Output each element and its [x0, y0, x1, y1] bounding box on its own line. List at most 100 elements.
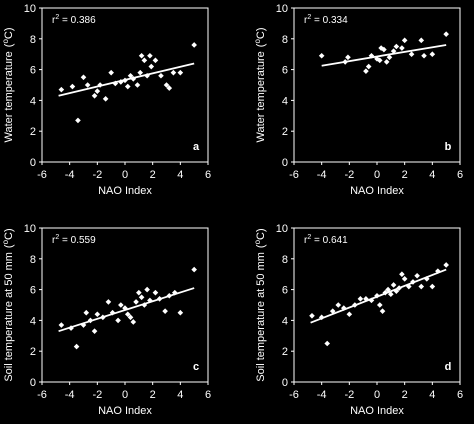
x-tick-label: -4	[317, 169, 327, 181]
data-point	[418, 283, 425, 290]
data-point	[443, 262, 449, 268]
data-point	[401, 276, 408, 282]
data-point	[401, 37, 408, 44]
data-point	[386, 54, 393, 61]
data-point	[363, 296, 369, 302]
x-tick-label: -2	[92, 169, 102, 181]
panel-letter: c	[193, 361, 199, 373]
x-tick-label: -4	[65, 389, 75, 401]
r2-value: = 0.641	[311, 235, 348, 246]
data-point	[378, 45, 384, 51]
x-tick-label: 0	[122, 169, 128, 181]
y-tick-label: 0	[282, 377, 288, 389]
y-axis-title-text: Soil temperature at 50 mm	[255, 252, 267, 382]
data-point	[388, 291, 394, 298]
r2-superscript: 2	[307, 14, 311, 21]
x-tick-label: 2	[402, 169, 408, 181]
plot-frame	[41, 227, 209, 383]
data-point	[156, 296, 163, 302]
r2-value: = 0.334	[311, 15, 348, 26]
data-point	[91, 328, 98, 334]
data-point	[58, 322, 65, 328]
y-axis-title: Water temperature (oC)	[253, 27, 267, 142]
y-axis-unit-close: C)	[255, 27, 267, 39]
data-point	[152, 57, 159, 64]
r2-symbol: r	[52, 235, 56, 246]
data-point	[363, 68, 369, 74]
data-point	[424, 276, 430, 282]
x-tick-label: 2	[402, 389, 408, 401]
trend-line	[321, 44, 447, 67]
x-axis-title: NAO Index	[98, 405, 152, 417]
data-point	[399, 271, 405, 277]
data-point	[162, 308, 168, 314]
data-point	[148, 63, 155, 70]
data-point	[80, 322, 87, 328]
data-point	[83, 309, 90, 316]
x-tick-label: 4	[429, 169, 435, 181]
x-tick-label: 4	[429, 389, 435, 401]
data-point	[368, 297, 375, 304]
data-point	[376, 302, 383, 308]
x-tick-label: 4	[177, 389, 183, 401]
panel-a: 0 2 4 6 8 10 -6 -4 -2 0 2 4 6 NAO Index Water temperat…	[1, 3, 211, 197]
data-point	[335, 302, 342, 308]
data-point	[382, 289, 389, 296]
data-point	[166, 292, 173, 299]
data-point	[124, 311, 131, 318]
x-axis-title: NAO Index	[350, 185, 404, 197]
x-tick-label: 0	[122, 389, 128, 401]
data-point	[102, 96, 109, 102]
data-point	[138, 52, 145, 59]
data-point	[443, 31, 449, 37]
x-tick-label: -4	[65, 169, 75, 181]
data-point	[58, 86, 65, 93]
data-point	[399, 45, 405, 51]
x-tick-label: 0	[374, 389, 380, 401]
data-point	[108, 69, 114, 76]
y-axis-title: Soil temperature at 50 mm (oC)	[253, 228, 267, 381]
y-tick-label: 8	[282, 34, 288, 46]
y-tick-label: 2	[282, 126, 288, 138]
data-point	[341, 305, 347, 311]
data-point	[127, 314, 134, 321]
data-point	[342, 59, 348, 65]
y-axis-unit-close: C)	[3, 228, 15, 240]
trend-line	[58, 287, 195, 333]
data-point	[381, 46, 387, 53]
y-axis-title-text: Water temperature	[3, 51, 15, 142]
y-tick-label: 10	[24, 223, 36, 235]
data-point	[191, 42, 197, 48]
data-point	[172, 289, 178, 296]
data-point	[109, 309, 116, 316]
y-axis-unit-open: (	[255, 43, 267, 47]
y-tick-label: 4	[30, 315, 36, 327]
y-axis-title-text: Soil temperature at 50 mm	[3, 252, 15, 382]
data-point	[105, 299, 112, 305]
x-tick-label: -6	[37, 169, 47, 181]
y-axis-unit-degree: o	[1, 39, 10, 44]
data-point	[134, 82, 141, 88]
x-tick-label: 0	[374, 169, 380, 181]
x-tick-label: -2	[344, 389, 354, 401]
data-point	[122, 77, 128, 84]
data-point	[137, 69, 144, 76]
panel-d: 0 2 4 6 8 10 -6 -4 -2 0 2 4 6 NAO Index Soil temperatu…	[253, 223, 463, 417]
data-point	[393, 43, 400, 50]
r2-value: = 0.386	[59, 15, 96, 26]
data-point	[118, 79, 124, 85]
data-point	[158, 72, 164, 79]
y-axis-unit-close: C)	[255, 228, 267, 240]
data-point	[418, 37, 425, 44]
y-tick-label: 8	[30, 34, 36, 46]
y-tick-label: 2	[282, 346, 288, 358]
data-point	[406, 283, 412, 290]
x-axis-title: NAO Index	[350, 405, 404, 417]
y-tick-label: 0	[30, 157, 36, 169]
data-point	[177, 69, 184, 76]
data-point	[177, 309, 184, 316]
data-point	[376, 57, 383, 64]
data-point	[122, 305, 128, 311]
y-axis-unit-open: (	[3, 43, 15, 47]
